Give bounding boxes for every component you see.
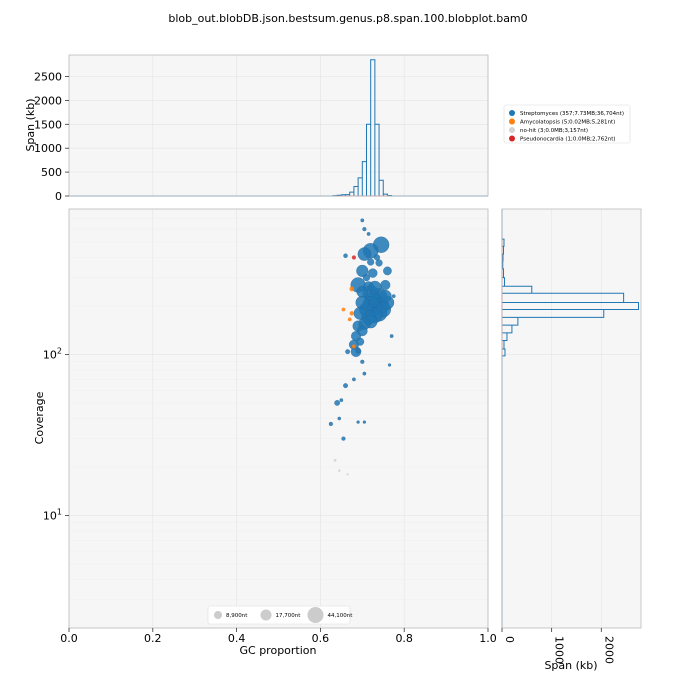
scatter-point [355,295,370,310]
scatter-point [337,469,341,472]
scatter-point [334,400,340,406]
scatter-point [341,307,346,312]
main-x-tick-label: 0.6 [312,632,330,645]
scatter-point [357,247,372,261]
scatter-point [351,255,357,260]
top-y-tick-label: 1000 [34,142,62,155]
scatter-point [341,436,346,441]
top-histogram-background [69,55,488,196]
top-y-tick-label: 1500 [34,118,62,131]
scatter-point [356,420,360,424]
right-histogram-xlabel: Span (kb) [544,659,597,672]
legend-label-no-hit: no-hit (3;0.0MB;3,157nt) [520,128,588,134]
scatter-point [379,289,392,303]
size-legend-label: 17,700nt [276,613,302,619]
legend-label-pseudonocardia: Pseudonocardia (1;0.0MB;2,762nt) [520,137,616,143]
legend-marker-amycolatopsis [509,118,515,125]
size-legend-circle [260,609,272,621]
size-legend-circle [214,611,222,619]
main-x-tick-label: 0.4 [228,632,246,645]
scatter-point [368,268,378,278]
main-x-ticks: 0.0 0.2 0.4 0.6 0.8 1.0 [60,628,497,645]
scatter-point [356,337,365,346]
scatter-point [328,421,333,427]
legend-label-amycolatopsis: Amycolatopsis (5;0.02MB;5,281nt) [520,120,615,126]
scatter-point [360,359,365,364]
scatter-point [391,294,396,299]
main-x-tick-label: 0.8 [395,632,413,645]
scatter-point [383,266,392,276]
main-xlabel: GC proportion [240,644,317,657]
scatter-point [387,363,392,367]
right-histogram-background [502,209,641,628]
scatter-point [362,227,367,232]
right-histogram-streptomyces-step [501,209,640,628]
scatter-point [356,264,369,277]
main-y-tick-label: 102 [43,346,62,361]
top-y-tick-label: 0 [55,190,62,203]
legend: Streptomyces (357;7.73MB;36,704nt) Amycol… [503,104,631,144]
size-legend: 8,900nt 17,700nt 44,100nt [207,605,354,625]
scatter-point [345,349,351,355]
scatter-point [349,311,355,316]
scatter-point [363,281,374,292]
scatter-point [349,286,355,292]
main-scatter-frame [68,208,489,629]
legend-marker-no-hit [509,127,515,133]
right-x-tick-label: 2000 [602,636,615,664]
size-legend-label: 44,100nt [328,613,354,619]
size-legend-circle [307,607,324,623]
scatter-point [333,458,337,462]
legend-marker-streptomyces [509,110,515,116]
main-x-tick-label: 1.0 [479,632,497,645]
right-histogram-grid [501,209,641,628]
scatter-point [380,280,391,290]
legend-label-streptomyces: Streptomyces (357;7.73MB;36,704nt) [520,111,624,117]
scatter-point [389,334,394,338]
right-histogram-frame [501,208,642,629]
scatter-point [362,274,371,282]
main-x-tick-label: 0.0 [60,632,78,645]
scatter-point [367,258,375,266]
top-y-tick-label: 2000 [34,94,62,107]
main-x-tick-label: 0.2 [144,632,162,645]
scatter-point [343,383,348,389]
top-histogram-ylabel: Span (kb) [24,98,37,151]
scatter-point [347,317,352,322]
scatter-point [355,348,361,354]
main-y-tick-label: 101 [43,507,62,522]
chart-title: blob_out.blobDB.json.bestsum.genus.p8.sp… [168,12,527,25]
scatter-point [339,398,344,403]
top-y-tick-label: 500 [41,166,62,179]
right-histogram-x-ticks: 0 1000 2000 [501,628,615,664]
scatter-point [351,344,357,349]
size-legend-label: 8,900nt [226,613,248,619]
scatter-point [337,416,342,421]
top-histogram-frame [68,54,489,197]
scatter-point [362,420,367,424]
top-y-tick-label: 2500 [34,71,62,84]
main-scatter-points [328,218,396,476]
scatter-point [343,253,348,258]
scatter-point [373,254,381,261]
scatter-point [362,371,367,376]
right-x-tick-label: 1000 [553,636,566,664]
top-histogram-y-ticks: 0 500 1000 1500 2000 2500 [34,71,69,203]
scatter-point [366,232,371,236]
right-x-tick-label: 0 [503,636,516,643]
main-y-ticks: 101 102 [43,346,69,522]
scatter-point [352,377,356,382]
legend-marker-pseudonocardia [509,135,515,142]
scatter-point [346,473,349,476]
legend-box [503,104,631,144]
right-histogram: 0 1000 2000 Span (kb) [501,208,642,672]
top-histogram: 0 500 1000 1500 2000 2500 Span (kb) [24,54,489,203]
scatter-point [360,218,365,223]
main-ylabel: Coverage [33,391,46,444]
